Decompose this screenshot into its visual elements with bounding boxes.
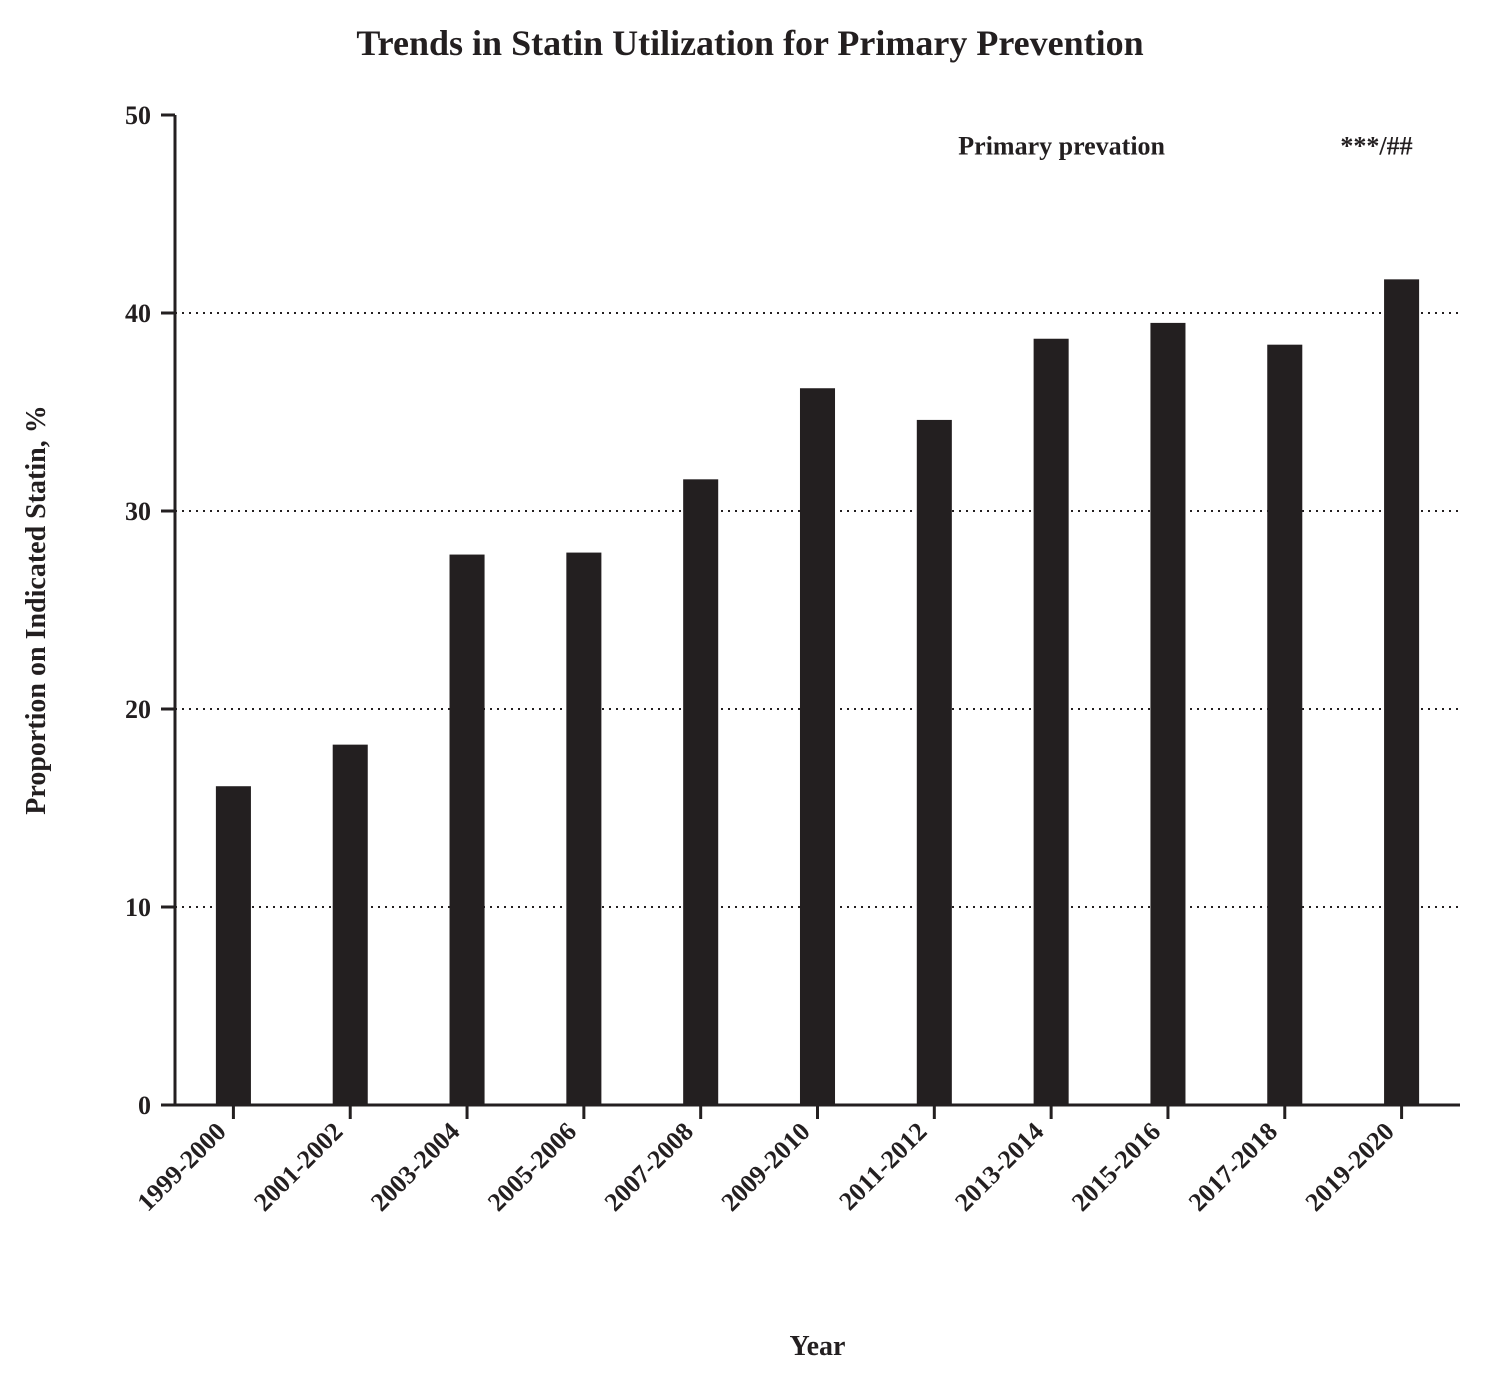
bar: [917, 420, 952, 1105]
x-tick-label: 2009-2010: [716, 1117, 816, 1217]
x-tick-label: 2015-2016: [1066, 1117, 1166, 1217]
bar: [566, 553, 601, 1105]
bar: [333, 745, 368, 1105]
bar: [216, 786, 251, 1105]
chart-annotation: Primary prevation: [958, 132, 1165, 161]
x-tick-label: 2013-2014: [949, 1117, 1049, 1217]
y-tick-label: 20: [125, 695, 151, 724]
bar: [1384, 279, 1419, 1105]
x-tick-label: 2017-2018: [1183, 1117, 1283, 1217]
y-tick-label: 50: [125, 101, 151, 130]
bar: [1267, 345, 1302, 1105]
chart-container: Trends in Statin Utilization for Primary…: [0, 0, 1500, 1385]
x-tick-label: 2011-2012: [833, 1117, 932, 1216]
y-tick-label: 0: [138, 1091, 151, 1120]
y-axis-label: Proportion on Indicated Statin, %: [21, 405, 52, 814]
y-tick-label: 40: [125, 299, 151, 328]
x-tick-label: 2005-2006: [482, 1117, 582, 1217]
x-tick-label: 2007-2008: [599, 1117, 699, 1217]
bar: [800, 388, 835, 1105]
chart-annotation: ***/##: [1340, 132, 1412, 161]
bar: [1034, 339, 1069, 1105]
x-tick-label: 2003-2004: [365, 1117, 465, 1217]
x-tick-label: 2001-2002: [248, 1117, 348, 1217]
bar: [683, 479, 718, 1105]
bar: [1150, 323, 1185, 1105]
x-tick-label: 1999-2000: [131, 1117, 231, 1217]
chart-title: Trends in Statin Utilization for Primary…: [356, 23, 1143, 63]
x-tick-label: 2019-2020: [1300, 1117, 1400, 1217]
y-tick-label: 30: [125, 497, 151, 526]
y-tick-label: 10: [125, 893, 151, 922]
x-axis-label: Year: [790, 1331, 846, 1362]
bar-chart: Trends in Statin Utilization for Primary…: [0, 0, 1500, 1385]
bar: [450, 555, 485, 1105]
